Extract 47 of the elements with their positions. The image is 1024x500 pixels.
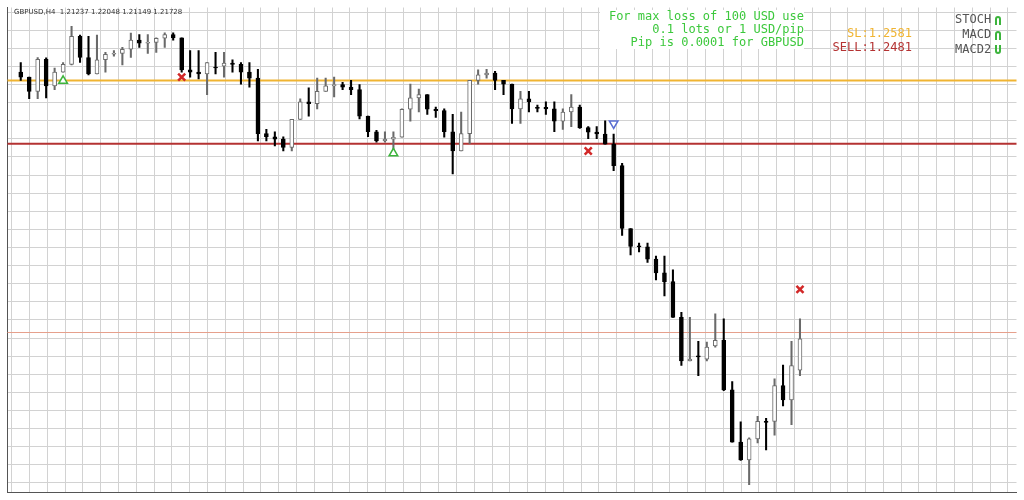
point <box>176 72 187 82</box>
candlestick <box>518 91 523 124</box>
candlestick <box>213 52 218 75</box>
candlestick <box>755 416 760 444</box>
text: SL:1.2581 <box>845 26 912 41</box>
annotation: 0.1 lots or 1 USD/pip <box>652 22 804 36</box>
candlestick <box>86 36 91 76</box>
candlestick <box>103 52 108 73</box>
point <box>388 147 399 157</box>
candlestick <box>645 242 650 263</box>
text: SELL:1.2481 <box>831 40 912 55</box>
candlestick <box>136 34 142 48</box>
candlestick <box>230 59 235 73</box>
point <box>795 284 805 295</box>
candlestick <box>679 312 684 366</box>
candlestick <box>408 83 413 122</box>
candlestick <box>738 421 744 461</box>
candlestick <box>662 255 667 297</box>
candlestick <box>789 340 794 425</box>
candlestick <box>501 80 506 95</box>
candlestick <box>374 130 379 143</box>
candlestick <box>357 84 362 120</box>
annotation: Pip is 0.0001 for GBPUSD <box>630 35 804 49</box>
candlestick <box>247 62 252 88</box>
text: MACD2 <box>955 42 992 56</box>
candlestick <box>145 34 151 54</box>
point <box>583 146 594 156</box>
point <box>58 75 69 85</box>
text: MACD <box>962 27 992 41</box>
text: For max loss of 100 USD use <box>608 9 804 23</box>
candlestick <box>696 340 701 376</box>
candlestick <box>340 81 345 90</box>
candlestick <box>552 101 557 133</box>
candlestick <box>179 37 184 73</box>
text: STOCH <box>955 12 992 26</box>
candlestick <box>628 228 633 256</box>
candlestick <box>467 80 472 144</box>
candlestick <box>611 133 616 172</box>
candlestick <box>120 47 125 66</box>
point <box>608 120 619 130</box>
candlestick <box>52 67 57 90</box>
candlestick <box>35 57 41 100</box>
candlestick <box>772 378 777 436</box>
candlestick <box>280 136 286 152</box>
candlestick <box>264 129 269 142</box>
candlestick <box>323 77 328 92</box>
candlestick <box>69 25 74 66</box>
